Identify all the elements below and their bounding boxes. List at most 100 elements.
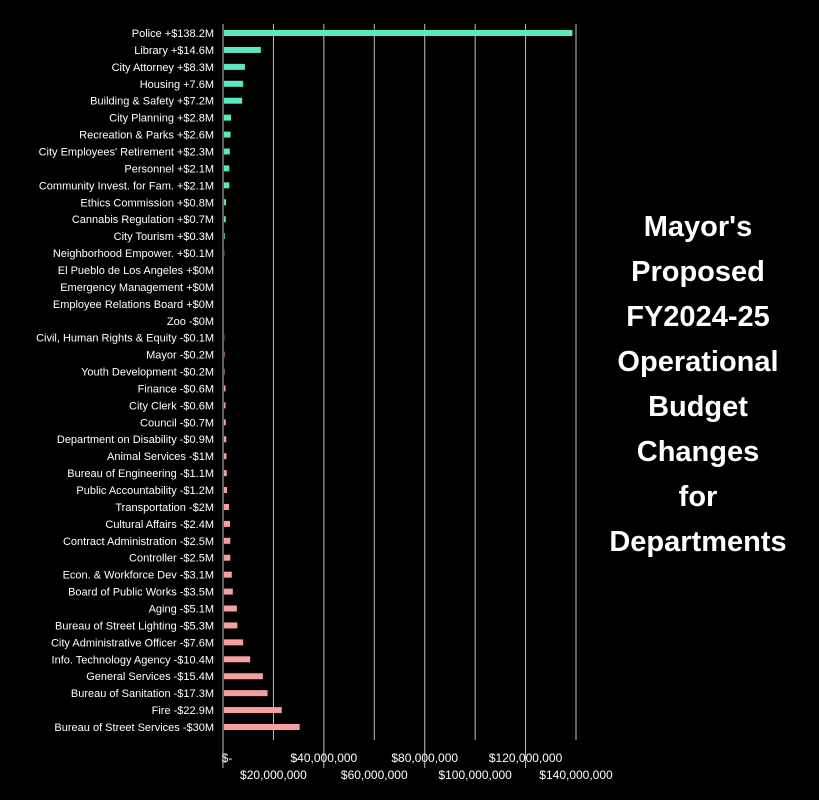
chart-title-line: FY2024-25 [626, 301, 770, 333]
category-label: Mayor -$0.2M [146, 350, 214, 362]
bar [224, 46, 261, 53]
category-label: Housing +7.6M [140, 79, 214, 91]
chart-title-line: Budget [648, 391, 748, 423]
bar [224, 554, 231, 561]
bar [224, 80, 244, 87]
category-label: El Pueblo de Los Angeles +$0M [58, 265, 214, 277]
chart-title-line: Operational [617, 346, 779, 378]
x-tick-label: $40,000,000 [290, 751, 357, 765]
category-label: City Clerk -$0.6M [129, 400, 214, 412]
bar [224, 639, 244, 646]
x-tick-label: $120,000,000 [489, 751, 563, 765]
category-label: Cannabis Regulation +$0.7M [72, 214, 214, 226]
bar [224, 537, 231, 544]
category-label: Emergency Management +$0M [60, 282, 214, 294]
x-tick-label: $140,000,000 [539, 768, 613, 782]
category-label: Youth Development -$0.2M [81, 367, 214, 379]
x-tick-label: $100,000,000 [438, 768, 512, 782]
chart-title: Mayor's Proposed FY2024-25 Operational Budge… [588, 205, 808, 565]
category-label: Cultural Affairs -$2.4M [105, 519, 214, 531]
bar [224, 690, 268, 697]
chart-title-line: Departments [609, 526, 787, 558]
category-label: Fire -$22.9M [152, 705, 214, 717]
category-label: Ethics Commission +$0.8M [80, 197, 214, 209]
bar [224, 453, 227, 460]
x-tick-label: $20,000,000 [240, 768, 307, 782]
bar [224, 470, 227, 477]
bar [224, 724, 300, 730]
bar [224, 30, 573, 36]
bar [224, 605, 237, 612]
category-label: City Tourism +$0.3M [114, 231, 214, 243]
bar [224, 351, 225, 358]
category-label: Info. Technology Agency -$10.4M [52, 654, 214, 666]
bar [224, 436, 227, 443]
category-label: Employee Relations Board +$0M [53, 299, 214, 311]
category-label: Bureau of Sanitation -$17.3M [71, 688, 214, 700]
category-label: Bureau of Engineering -$1.1M [67, 468, 214, 480]
category-label: Aging -$5.1M [149, 604, 214, 616]
category-label: Contract Administration -$2.5M [63, 536, 214, 548]
category-labels: Police +$138.2M Library +$14.6M City Attor… [36, 28, 214, 734]
category-label: City Administrative Officer -$7.6M [51, 637, 214, 649]
bar [224, 114, 232, 121]
x-tick-label: $- [222, 751, 233, 765]
bar [224, 182, 230, 189]
bar [224, 97, 243, 104]
x-tick-label: $80,000,000 [391, 751, 458, 765]
bar [224, 165, 230, 172]
x-axis-ticks: $- $20,000,000 $40,000,000 $60,000,000 $80,0… [222, 751, 613, 782]
bar [224, 487, 228, 494]
category-label: Econ. & Workforce Dev -$3.1M [63, 570, 214, 582]
category-label: Neighborhood Empower. +$0.1M [53, 248, 214, 260]
category-label: City Planning +$2.8M [109, 113, 214, 125]
bar [224, 520, 231, 527]
bar [224, 233, 225, 240]
category-label: Police +$138.2M [132, 28, 214, 40]
category-label: Transportation -$2M [115, 502, 214, 514]
category-label: General Services -$15.4M [86, 671, 214, 683]
chart-title-line: Proposed [631, 256, 765, 288]
chart-title-line: for [678, 481, 718, 513]
bar [224, 707, 282, 714]
category-label: Library +$14.6M [134, 45, 214, 57]
bar [224, 673, 263, 680]
bar [224, 622, 238, 629]
category-label: Recreation & Parks +$2.6M [79, 130, 214, 142]
category-label: Board of Public Works -$3.5M [68, 587, 214, 599]
x-tick-label: $60,000,000 [341, 768, 408, 782]
gridlines [222, 24, 577, 768]
category-label: Civil, Human Rights & Equity -$0.1M [36, 333, 214, 345]
category-label: Animal Services -$1M [107, 451, 214, 463]
category-label: Department on Disability -$0.9M [57, 434, 214, 446]
bar [224, 368, 225, 375]
category-label: Community Invest. for Fam. +$2.1M [39, 180, 214, 192]
bar [224, 63, 245, 70]
category-label: Zoo -$0M [167, 316, 214, 328]
chart-title-line: Changes [636, 436, 760, 468]
category-label: City Employees' Retirement +$2.3M [39, 146, 214, 158]
category-label: Public Accountability -$1.2M [76, 485, 214, 497]
bar [224, 402, 226, 409]
category-label: Bureau of Street Lighting -$5.3M [55, 620, 214, 632]
category-label: Personnel +$2.1M [124, 163, 214, 175]
bar [224, 199, 227, 206]
bar [224, 656, 251, 663]
bar [224, 588, 233, 595]
category-label: Council -$0.7M [140, 417, 214, 429]
bars [224, 30, 573, 730]
bar [224, 216, 226, 223]
bar [224, 131, 231, 138]
category-label: Building & Safety +$7.2M [90, 96, 214, 108]
category-label: Finance -$0.6M [138, 383, 214, 395]
bar [224, 148, 230, 155]
category-label: Bureau of Street Services -$30M [54, 722, 214, 734]
category-label: City Attorney +$8.3M [112, 62, 214, 74]
bar [224, 503, 230, 510]
chart-title-line: Mayor's [643, 211, 753, 243]
bar [224, 571, 232, 578]
category-label: Controller -$2.5M [129, 553, 214, 565]
bar [224, 385, 226, 392]
bar [224, 419, 226, 426]
